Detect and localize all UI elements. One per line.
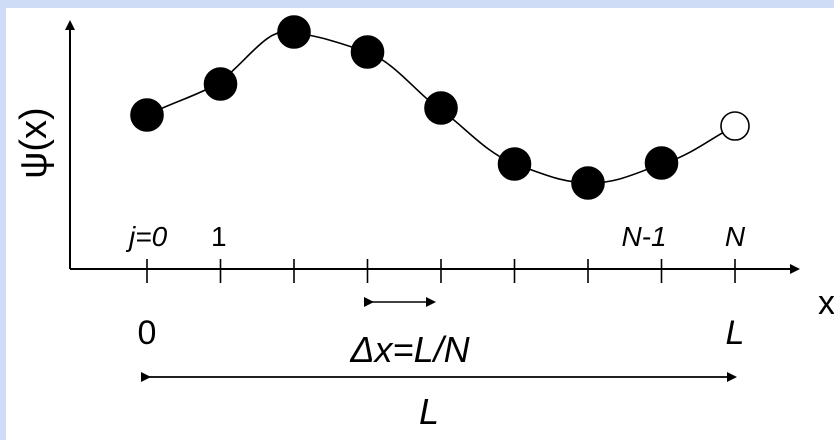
tick-marks [146, 259, 736, 283]
index-label-second-last: N-1 [621, 221, 666, 252]
filled-sample-point [130, 98, 164, 132]
diagram-panel: ψ(x) x j=0 1 N-1 N 0 L Δx=L/N L [6, 8, 834, 440]
index-label-first: j=0 [125, 221, 168, 252]
filled-sample-point [644, 146, 679, 180]
open-sample-point [720, 111, 750, 141]
span-label: L [419, 391, 439, 432]
filled-sample-point [571, 166, 605, 200]
y-axis-label: ψ(x) [13, 107, 55, 178]
x-axis-label: x [818, 284, 834, 322]
filled-sample-point [350, 35, 385, 69]
position-label-start: 0 [138, 314, 157, 352]
spacing-label: Δx=L/N [349, 329, 470, 370]
sample-points [130, 15, 750, 200]
index-label-second: 1 [211, 221, 227, 252]
filled-sample-point [424, 91, 458, 125]
filled-sample-point [277, 15, 311, 49]
filled-sample-point [203, 67, 238, 101]
index-label-last: N [725, 221, 746, 252]
position-label-end: L [726, 314, 745, 352]
filled-sample-point [497, 147, 532, 181]
discretized-wavefunction-diagram: ψ(x) x j=0 1 N-1 N 0 L Δx=L/N L [13, 15, 834, 432]
